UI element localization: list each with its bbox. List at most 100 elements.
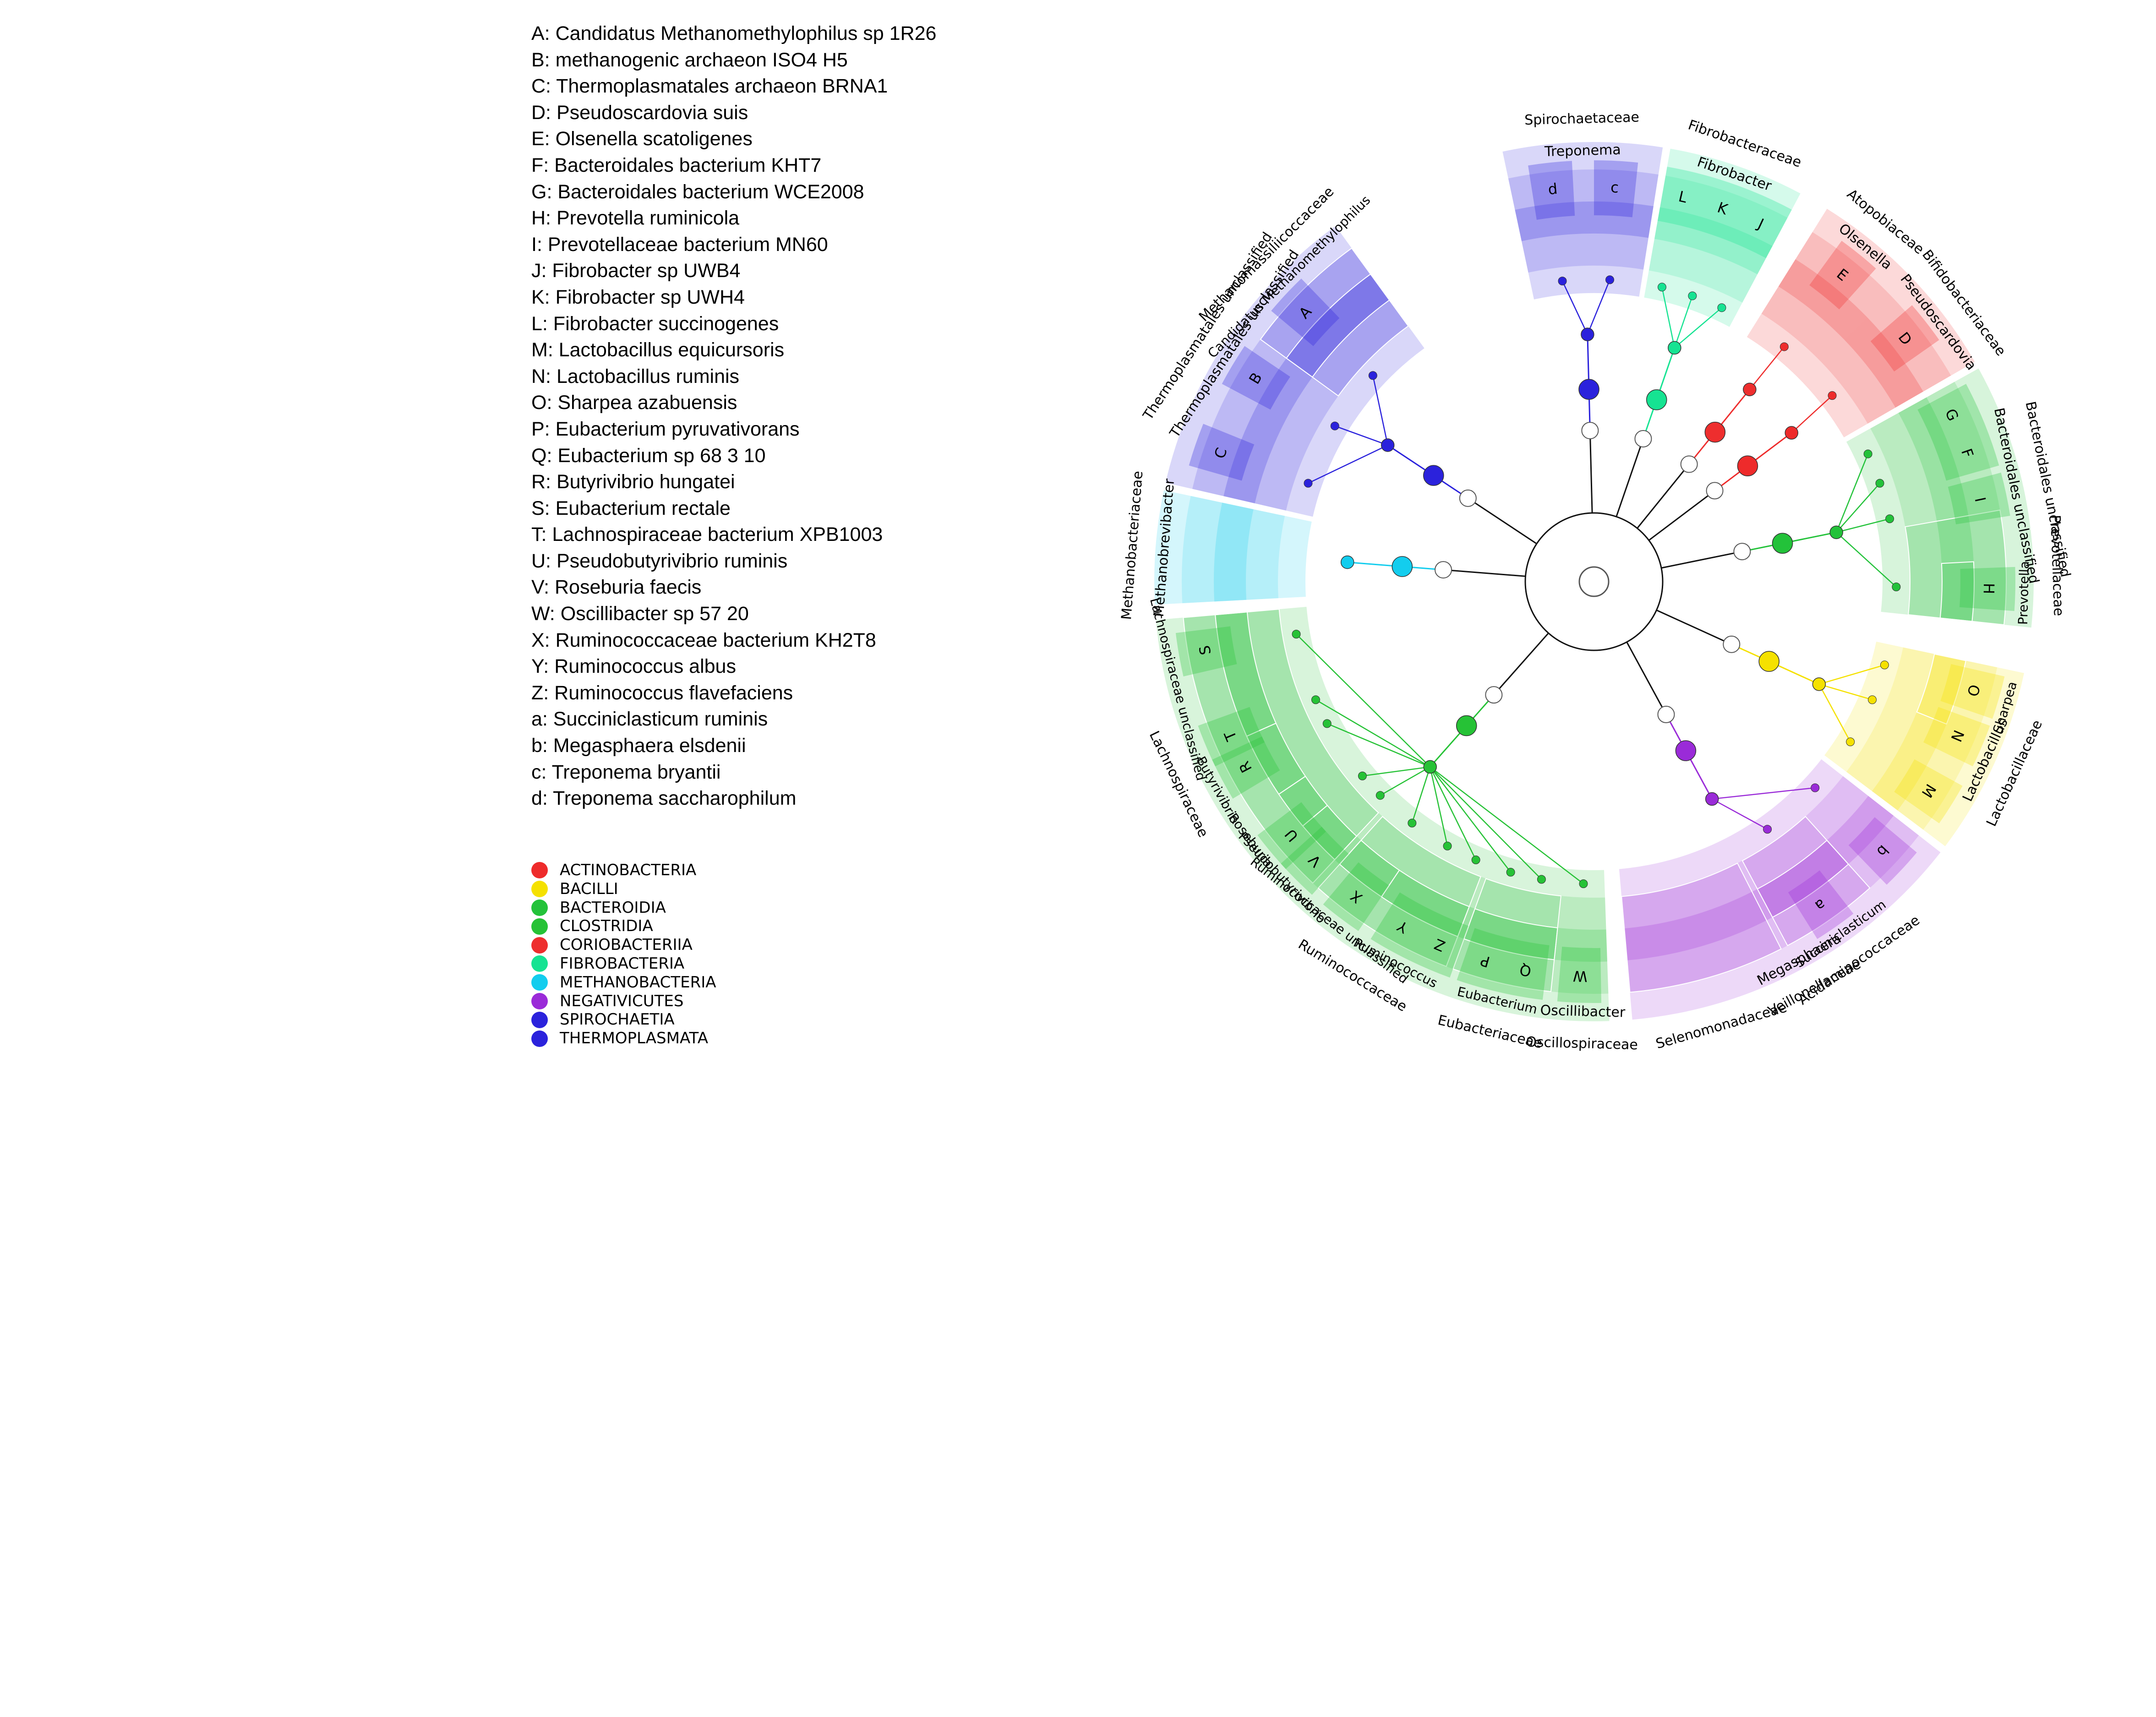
species-legend: A: Candidatus Methanomethylophilus sp 1R… [531, 21, 936, 812]
leaf-node [1880, 660, 1889, 670]
branch-line [1561, 281, 1588, 335]
branch-line [1836, 518, 1890, 533]
internal-node [1581, 422, 1599, 440]
leaf-node [1358, 771, 1367, 780]
species-legend-item: C: Thermoplasmatales archaeon BRNA1 [531, 75, 888, 98]
leaf-sector [1457, 928, 1512, 992]
species-legend-item: W: Oscillibacter sp 57 20 [531, 603, 749, 625]
leaf-sector [1257, 802, 1326, 869]
branch-line [1674, 307, 1722, 349]
leaf-node [1717, 303, 1726, 312]
class-legend-item: SPIROCHAETIA [531, 1010, 716, 1029]
internal-node [1657, 706, 1675, 724]
clade-label: Prevotellaceae [2047, 515, 2067, 616]
internal-node [1706, 482, 1724, 500]
family-sector [1905, 509, 2007, 626]
leaf-sector [1960, 567, 2015, 611]
branch-line [1467, 497, 1537, 545]
species-legend-item: B: methanogenic archaeon ISO4 H5 [531, 49, 848, 71]
family-sector [1183, 609, 1609, 994]
leaf-sector [1281, 827, 1349, 895]
leaf-sector [1894, 759, 1963, 823]
species-legend-item: O: Sharpea azabuensis [531, 392, 737, 414]
clade-label: Methanobacteriaceae [1119, 470, 1146, 621]
class-node [1456, 715, 1477, 736]
class-legend-label: CORIOBACTERIIA [560, 936, 693, 954]
class-legend-item: CLOSTRIDIA [531, 917, 716, 936]
leaf-sector [1933, 424, 1999, 481]
branch-line [1589, 431, 1593, 513]
leaf-sector [1175, 626, 1237, 676]
family-node [1340, 555, 1354, 569]
branch-line [1587, 279, 1610, 335]
leaf-node [1322, 719, 1332, 728]
leaf-node [1892, 583, 1901, 592]
leaf-sector [1557, 946, 1602, 1003]
internal-node [1485, 686, 1503, 704]
leaf-sector [1409, 911, 1469, 978]
branch-line [1315, 699, 1430, 768]
branch-line [1749, 346, 1785, 390]
class-color-swatch [531, 1030, 548, 1047]
class-node [1675, 740, 1697, 761]
genus-sector [1286, 273, 1390, 378]
class-color-swatch [531, 862, 548, 879]
species-legend-item: V: Roseburia faecis [531, 576, 702, 599]
class-color-swatch [531, 899, 548, 916]
internal-node [1459, 489, 1477, 507]
leaf-sector [1695, 176, 1752, 242]
genus-sector [1215, 612, 1607, 962]
family-node [1668, 341, 1681, 355]
leaf-sector [1370, 892, 1434, 960]
genus-sector [1939, 561, 1975, 622]
branch-line [1819, 664, 1885, 685]
leaf-node [1868, 695, 1877, 704]
branch-line [1836, 532, 1897, 588]
tree-nodes [1292, 275, 1901, 888]
class-sector [1154, 490, 1312, 605]
branch-line [1430, 766, 1584, 884]
class-sector [1502, 142, 1663, 300]
class-node [1423, 465, 1444, 486]
internal-node [1733, 543, 1751, 561]
branch-line [1712, 787, 1815, 800]
branch-line [1411, 767, 1431, 823]
genus-sector [1215, 611, 1277, 737]
branch-line [1362, 766, 1430, 777]
clade-label: Oscillospiraceae [1526, 1034, 1638, 1053]
clade-label: Eubacteriaceae [1436, 1012, 1544, 1052]
class-legend-item: THERMOPLASMATA [531, 1029, 716, 1048]
leaf-node [1579, 879, 1588, 888]
leaf-sector [1731, 191, 1792, 258]
species-legend-item: K: Fibrobacter sp UWH4 [531, 286, 745, 308]
species-legend-item: F: Bacteroidales bacterium KHT7 [531, 154, 822, 176]
branch-line [1372, 375, 1388, 446]
branch-line [1661, 287, 1676, 348]
branch-line [1380, 766, 1430, 796]
leaf-sector [1657, 166, 1710, 229]
branch-line [1616, 438, 1644, 517]
leaf-sector [1222, 346, 1290, 410]
species-legend-item: A: Candidatus Methanomethylophilus sp 1R… [531, 22, 937, 44]
genus-sector [1872, 654, 1966, 811]
leaf-sector [1870, 305, 1939, 372]
branch-line [1712, 798, 1768, 830]
leaf-node [1558, 277, 1567, 286]
leaf-sector [1923, 707, 1990, 767]
leaf-node [1779, 342, 1789, 351]
branch-line [1334, 425, 1388, 446]
family-sector [1761, 232, 1891, 362]
internal-node [1723, 635, 1741, 653]
branch-line [1648, 490, 1715, 541]
leaf-sector [1948, 472, 2010, 524]
class-legend-label: METHANOBACTERIA [560, 973, 716, 992]
species-legend-item: U: Pseudobutyrivibrio ruminis [531, 550, 788, 572]
class-node [1578, 379, 1599, 400]
genus-sector [1654, 207, 1773, 274]
clade-label: Spirochaetaceae [1524, 109, 1640, 129]
species-legend-item: c: Treponema bryantii [531, 761, 721, 783]
class-sector [1165, 226, 1425, 517]
genus-sector [1624, 796, 1894, 960]
genus-sector [1463, 908, 1558, 960]
genus-sector [1214, 502, 1254, 602]
